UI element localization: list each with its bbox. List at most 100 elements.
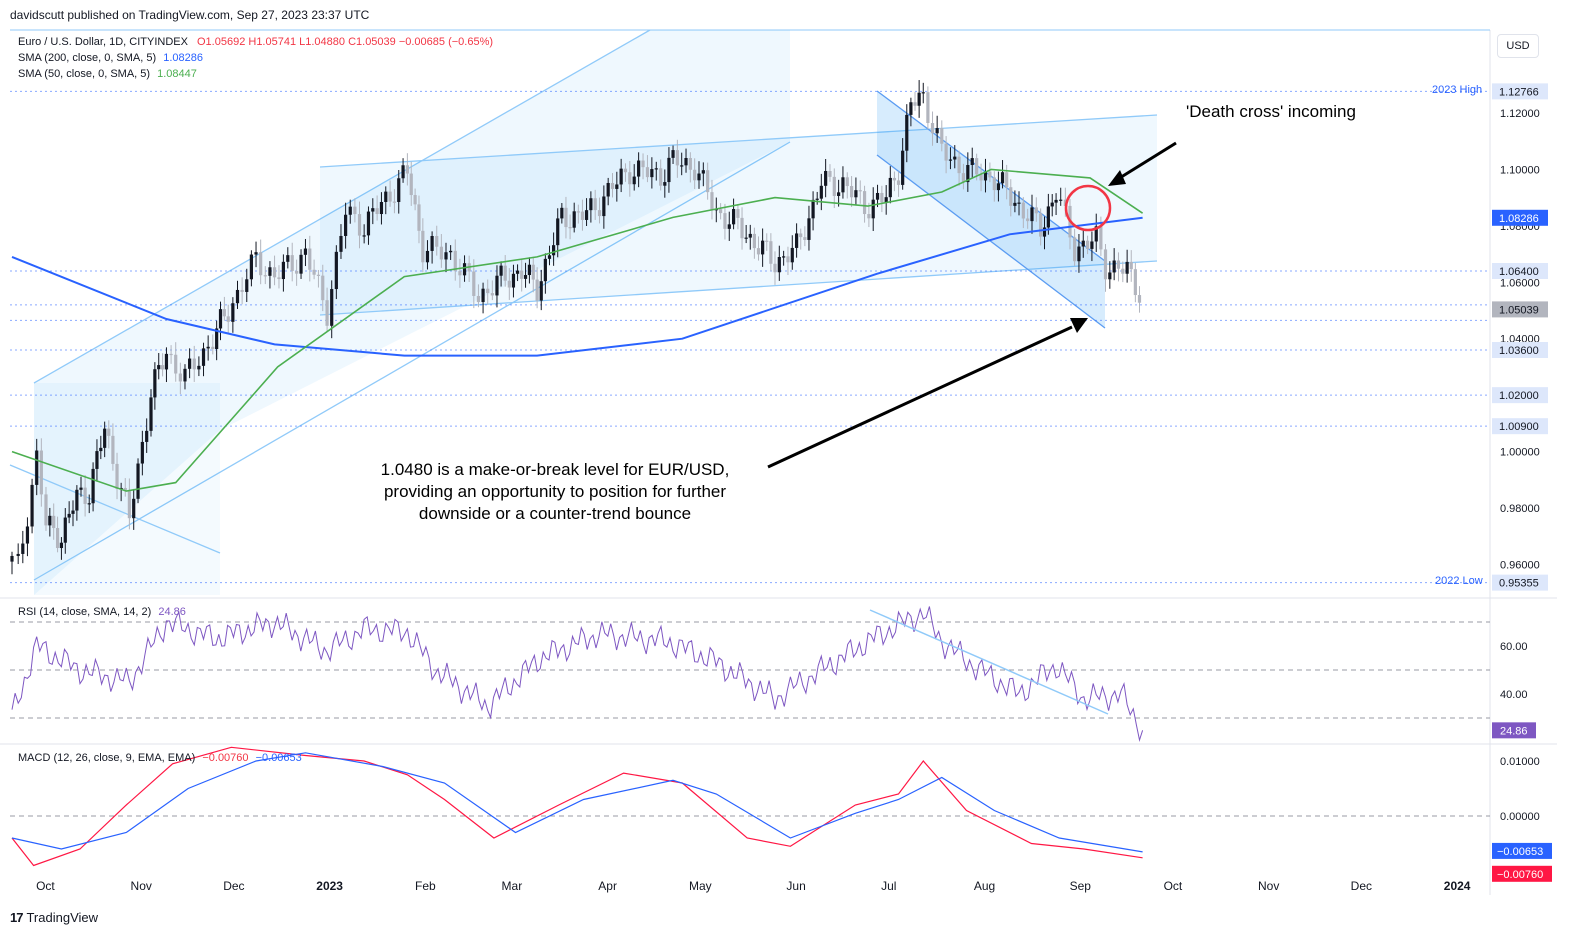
falling-channel-fill: [877, 91, 1105, 328]
candle-body: [799, 233, 803, 238]
candle-body: [321, 275, 325, 301]
candle-body: [71, 510, 75, 514]
level-annotation-line-1: 1.0480 is a make-or-break level for EUR/…: [380, 460, 730, 479]
candle-body: [535, 279, 539, 301]
candle-body: [1073, 237, 1077, 262]
candle-body: [136, 463, 140, 499]
candle-body: [1137, 295, 1142, 303]
candle-body: [397, 178, 401, 202]
candle-body: [523, 275, 528, 279]
signal-line: [11, 752, 1143, 853]
candle-body: [254, 252, 258, 255]
sma200-line: [11, 216, 1143, 357]
candle-body: [164, 353, 169, 370]
candle-body: [458, 271, 462, 276]
candle-body: [520, 270, 524, 279]
candle-body: [183, 368, 187, 382]
macd-value: −0.00760: [202, 752, 249, 764]
candle-body: [240, 289, 244, 292]
candle-body: [449, 250, 453, 253]
published-by: davidscutt published on TradingView.com,…: [10, 8, 370, 22]
candle-body: [48, 515, 52, 526]
candle-body: [366, 211, 371, 236]
candle-body: [576, 211, 580, 213]
candle-body: [623, 168, 628, 173]
rising-channel-upper: [33, 29, 651, 384]
candle-body: [140, 441, 144, 464]
rsi-value: 24.86: [158, 606, 186, 618]
candle-body: [645, 167, 650, 178]
candle-body: [1059, 199, 1063, 201]
sma200-legend: SMA (200, close, 0, SMA, 5) 1.08286: [18, 52, 203, 64]
candle-body: [268, 267, 272, 276]
candle-body: [584, 210, 589, 220]
candle-body: [572, 211, 576, 228]
candle-body: [55, 528, 60, 549]
sma200-value: 1.08286: [163, 52, 203, 64]
candle-body: [948, 159, 953, 161]
candle-body: [174, 354, 178, 374]
candle-body: [871, 199, 875, 219]
candle-body: [44, 494, 48, 526]
candle-body: [430, 235, 434, 251]
candle-body: [828, 170, 832, 177]
candle-body: [632, 176, 636, 185]
candle-body: [606, 182, 610, 197]
candle-body: [178, 373, 182, 382]
candle-body: [940, 128, 944, 144]
price-label: 1.08286: [1499, 213, 1539, 225]
candle-body: [552, 245, 556, 256]
candle-body: [688, 158, 692, 170]
macd-tick-label: 0.00000: [1500, 811, 1540, 823]
candle-body: [35, 450, 39, 485]
candle-body: [736, 209, 740, 218]
level-arrow: [767, 325, 1073, 469]
candle-body: [95, 451, 99, 469]
death-cross-arrow: [1117, 141, 1177, 181]
candle-body: [560, 207, 564, 219]
candle-body: [988, 171, 992, 178]
time-tick-label: Oct: [36, 879, 55, 893]
candle-body: [905, 114, 909, 151]
candle-body: [281, 261, 285, 280]
candle-body: [272, 267, 277, 278]
candle-body: [1103, 249, 1108, 280]
candle-body: [723, 213, 727, 229]
candle-body: [277, 277, 281, 280]
candle-body: [75, 489, 79, 511]
candle-body: [515, 270, 520, 274]
price-label: 1.06400: [1499, 266, 1539, 278]
price-label: 0.95355: [1499, 578, 1539, 590]
price-label-bg: [1492, 387, 1548, 404]
candle-body: [197, 365, 201, 370]
currency-button[interactable]: USD: [1497, 34, 1539, 58]
candle-body: [619, 168, 623, 185]
candle-body: [1046, 206, 1050, 228]
macd-label: MACD (12, 26, close, 9, EMA, EMA): [18, 752, 196, 764]
time-tick-label: Apr: [598, 879, 617, 893]
candle-body: [87, 503, 91, 505]
candle-body: [481, 288, 485, 303]
candle-body: [654, 168, 658, 170]
candle-body: [1026, 218, 1030, 222]
high-level-label: 2023 High: [1432, 84, 1483, 96]
candle-body: [975, 158, 979, 175]
candle-body: [1009, 187, 1013, 206]
symbol-name: Euro / U.S. Dollar, 1D, CITYINDEX: [18, 36, 188, 48]
candle-body: [1042, 227, 1047, 237]
candle-body: [52, 515, 56, 529]
signal-last-label-bg: [1492, 842, 1552, 859]
level-annotation: 1.0480 is a make-or-break level for EUR/…: [340, 459, 770, 525]
time-axis: Oct Nov Dec 2023 Feb Mar Apr May Jun Jul Aug Sep Oct…: [36, 879, 1471, 893]
time-tick-label: Mar: [502, 879, 523, 893]
candle-body: [16, 553, 20, 556]
candle-body: [663, 182, 667, 186]
rsi-trendline: [869, 609, 1109, 715]
time-tick-label: Aug: [974, 879, 995, 893]
level-arrow-head: [1070, 318, 1088, 333]
candle-body: [312, 269, 316, 275]
candle-body: [671, 150, 675, 158]
candle-body: [786, 256, 790, 263]
price-label-bg: [1492, 301, 1548, 318]
